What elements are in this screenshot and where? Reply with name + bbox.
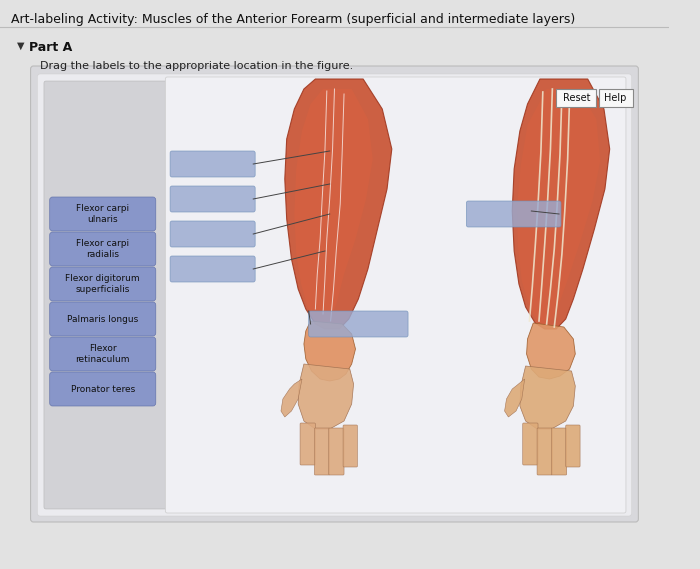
Text: Flexor carpi
radialis: Flexor carpi radialis — [76, 240, 130, 259]
Text: Reset: Reset — [563, 93, 590, 103]
FancyBboxPatch shape — [314, 428, 330, 475]
FancyBboxPatch shape — [309, 311, 408, 337]
Text: Flexor digitorum
superficialis: Flexor digitorum superficialis — [65, 274, 140, 294]
Text: Help: Help — [604, 93, 626, 103]
FancyBboxPatch shape — [170, 256, 256, 282]
FancyBboxPatch shape — [50, 267, 156, 301]
Text: Part A: Part A — [29, 41, 72, 54]
Polygon shape — [505, 379, 524, 417]
Text: Pronator teres: Pronator teres — [71, 385, 135, 394]
Polygon shape — [512, 79, 610, 329]
FancyBboxPatch shape — [50, 302, 156, 336]
Text: Intermediate layer: Intermediate layer — [509, 488, 619, 501]
FancyBboxPatch shape — [300, 423, 316, 465]
FancyBboxPatch shape — [329, 428, 344, 475]
FancyBboxPatch shape — [170, 186, 256, 212]
Polygon shape — [517, 89, 600, 325]
FancyBboxPatch shape — [466, 201, 561, 227]
FancyBboxPatch shape — [556, 89, 596, 107]
Text: ▼: ▼ — [18, 41, 24, 51]
FancyBboxPatch shape — [552, 428, 567, 475]
FancyBboxPatch shape — [343, 425, 358, 467]
Polygon shape — [520, 366, 575, 429]
Polygon shape — [281, 379, 302, 417]
Text: Superficial layer: Superficial layer — [291, 488, 387, 501]
FancyBboxPatch shape — [165, 77, 626, 513]
FancyBboxPatch shape — [523, 423, 538, 465]
FancyBboxPatch shape — [566, 425, 580, 467]
Text: Flexor
retinaculum: Flexor retinaculum — [76, 344, 130, 364]
FancyBboxPatch shape — [599, 89, 633, 107]
FancyBboxPatch shape — [50, 337, 156, 371]
FancyBboxPatch shape — [50, 232, 156, 266]
Polygon shape — [285, 79, 392, 329]
Text: Palmaris longus: Palmaris longus — [67, 315, 139, 324]
Polygon shape — [298, 364, 354, 429]
Text: Flexor carpi
ulnaris: Flexor carpi ulnaris — [76, 204, 130, 224]
Text: Art-labeling Activity: Muscles of the Anterior Forearm (superficial and intermed: Art-labeling Activity: Muscles of the An… — [11, 13, 575, 26]
Polygon shape — [304, 321, 356, 381]
FancyBboxPatch shape — [31, 66, 638, 522]
Polygon shape — [294, 89, 372, 324]
FancyBboxPatch shape — [50, 197, 156, 231]
FancyBboxPatch shape — [170, 221, 256, 247]
Text: Drag the labels to the appropriate location in the figure.: Drag the labels to the appropriate locat… — [40, 61, 354, 71]
FancyBboxPatch shape — [170, 151, 256, 177]
FancyBboxPatch shape — [37, 74, 631, 516]
FancyBboxPatch shape — [537, 428, 552, 475]
FancyBboxPatch shape — [44, 81, 167, 509]
FancyBboxPatch shape — [50, 372, 156, 406]
Polygon shape — [526, 323, 575, 379]
